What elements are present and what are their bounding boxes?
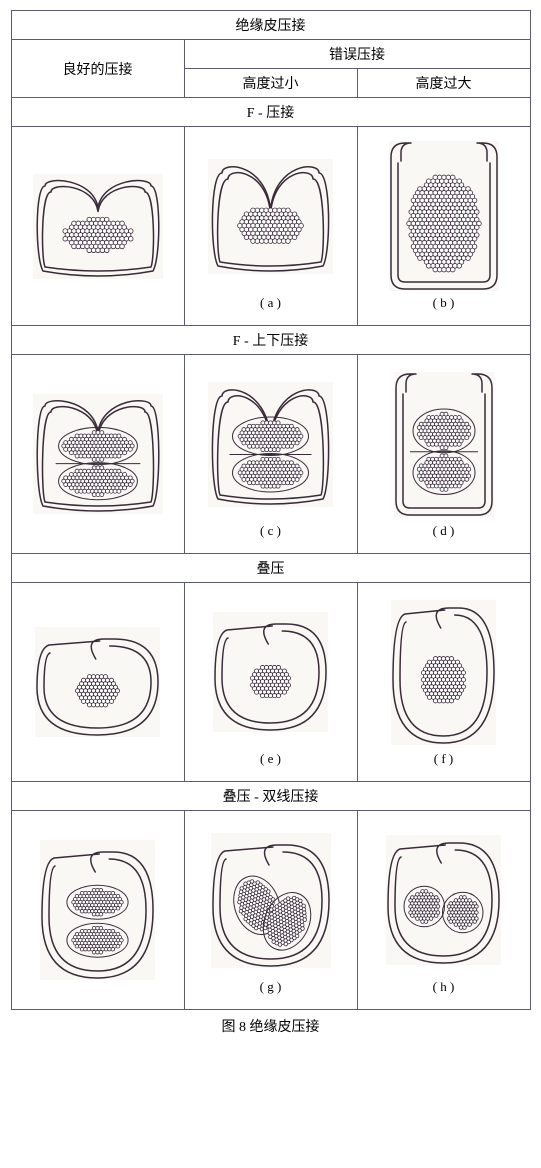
diagram-f-good — [33, 151, 163, 301]
insulation-crimp-table: 绝缘皮压接 良好的压接 错误压接 高度过小 高度过大 F - 压接 ( a ) … — [11, 10, 531, 1010]
diagram-fud-good — [33, 379, 163, 529]
col-height-large: 高度过大 — [357, 69, 530, 98]
col-height-small: 高度过小 — [184, 69, 357, 98]
cell-fud-small: ( c ) — [184, 355, 357, 554]
cell-fud-good — [11, 355, 184, 554]
col-good: 良好的压接 — [11, 40, 184, 98]
cell-f-good — [11, 127, 184, 326]
cell-od-large: ( h ) — [357, 811, 530, 1010]
label-a: ( a ) — [260, 295, 281, 311]
section-overlap: 叠压 — [11, 554, 530, 583]
diagram-ov-good — [33, 607, 163, 757]
label-h: ( h ) — [433, 979, 455, 995]
cell-fud-large: ( d ) — [357, 355, 530, 554]
diagram-ov-large — [379, 597, 509, 747]
diagram-ov-small — [206, 597, 336, 747]
table-title: 绝缘皮压接 — [11, 11, 530, 40]
cell-f-small: ( a ) — [184, 127, 357, 326]
cell-od-good — [11, 811, 184, 1010]
diagram-fud-large — [379, 369, 509, 519]
label-g: ( g ) — [260, 979, 282, 995]
label-d: ( d ) — [433, 523, 455, 539]
diagram-od-large — [379, 825, 509, 975]
section-f-crimp: F - 压接 — [11, 98, 530, 127]
diagram-od-good — [33, 835, 163, 985]
label-c: ( c ) — [260, 523, 281, 539]
label-f: ( f ) — [434, 751, 454, 767]
figure-caption: 图 8 绝缘皮压接 — [11, 1016, 531, 1036]
col-wrong: 错误压接 — [184, 40, 530, 69]
cell-ov-large: ( f ) — [357, 583, 530, 782]
diagram-fud-small — [206, 369, 336, 519]
diagram-f-small — [206, 141, 336, 291]
cell-ov-small: ( e ) — [184, 583, 357, 782]
diagram-od-small — [206, 825, 336, 975]
diagram-f-large — [379, 141, 509, 291]
section-overlap-dual: 叠压 - 双线压接 — [11, 782, 530, 811]
cell-od-small: ( g ) — [184, 811, 357, 1010]
cell-f-large: ( b ) — [357, 127, 530, 326]
cell-ov-good — [11, 583, 184, 782]
label-e: ( e ) — [260, 751, 281, 767]
section-f-updn: F - 上下压接 — [11, 326, 530, 355]
label-b: ( b ) — [433, 295, 455, 311]
